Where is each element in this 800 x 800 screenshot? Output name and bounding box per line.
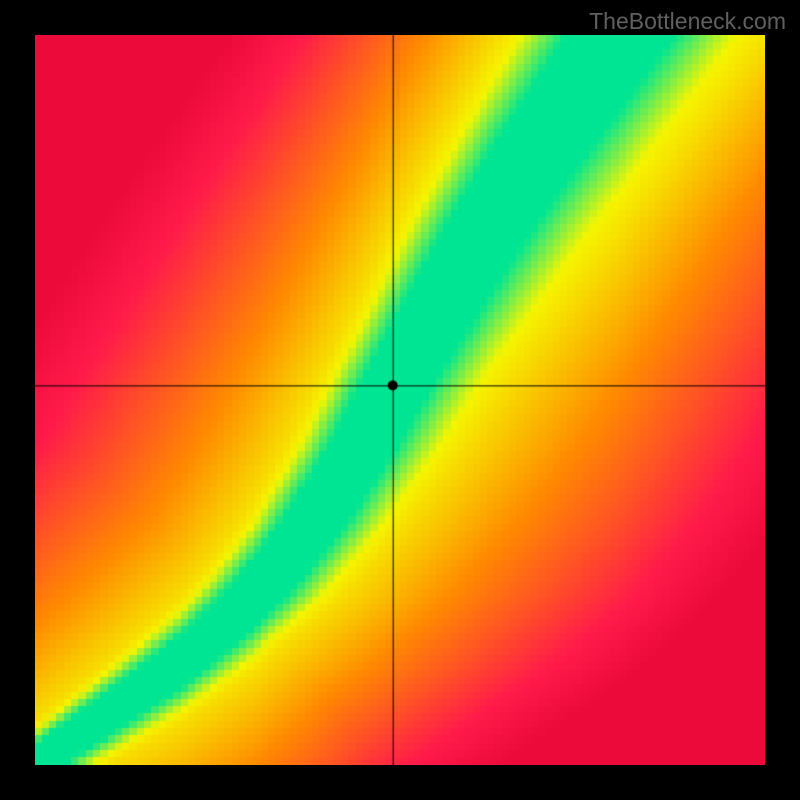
bottleneck-heatmap: [35, 35, 765, 765]
watermark-text: TheBottleneck.com: [589, 8, 786, 35]
heatmap-canvas: [35, 35, 765, 765]
